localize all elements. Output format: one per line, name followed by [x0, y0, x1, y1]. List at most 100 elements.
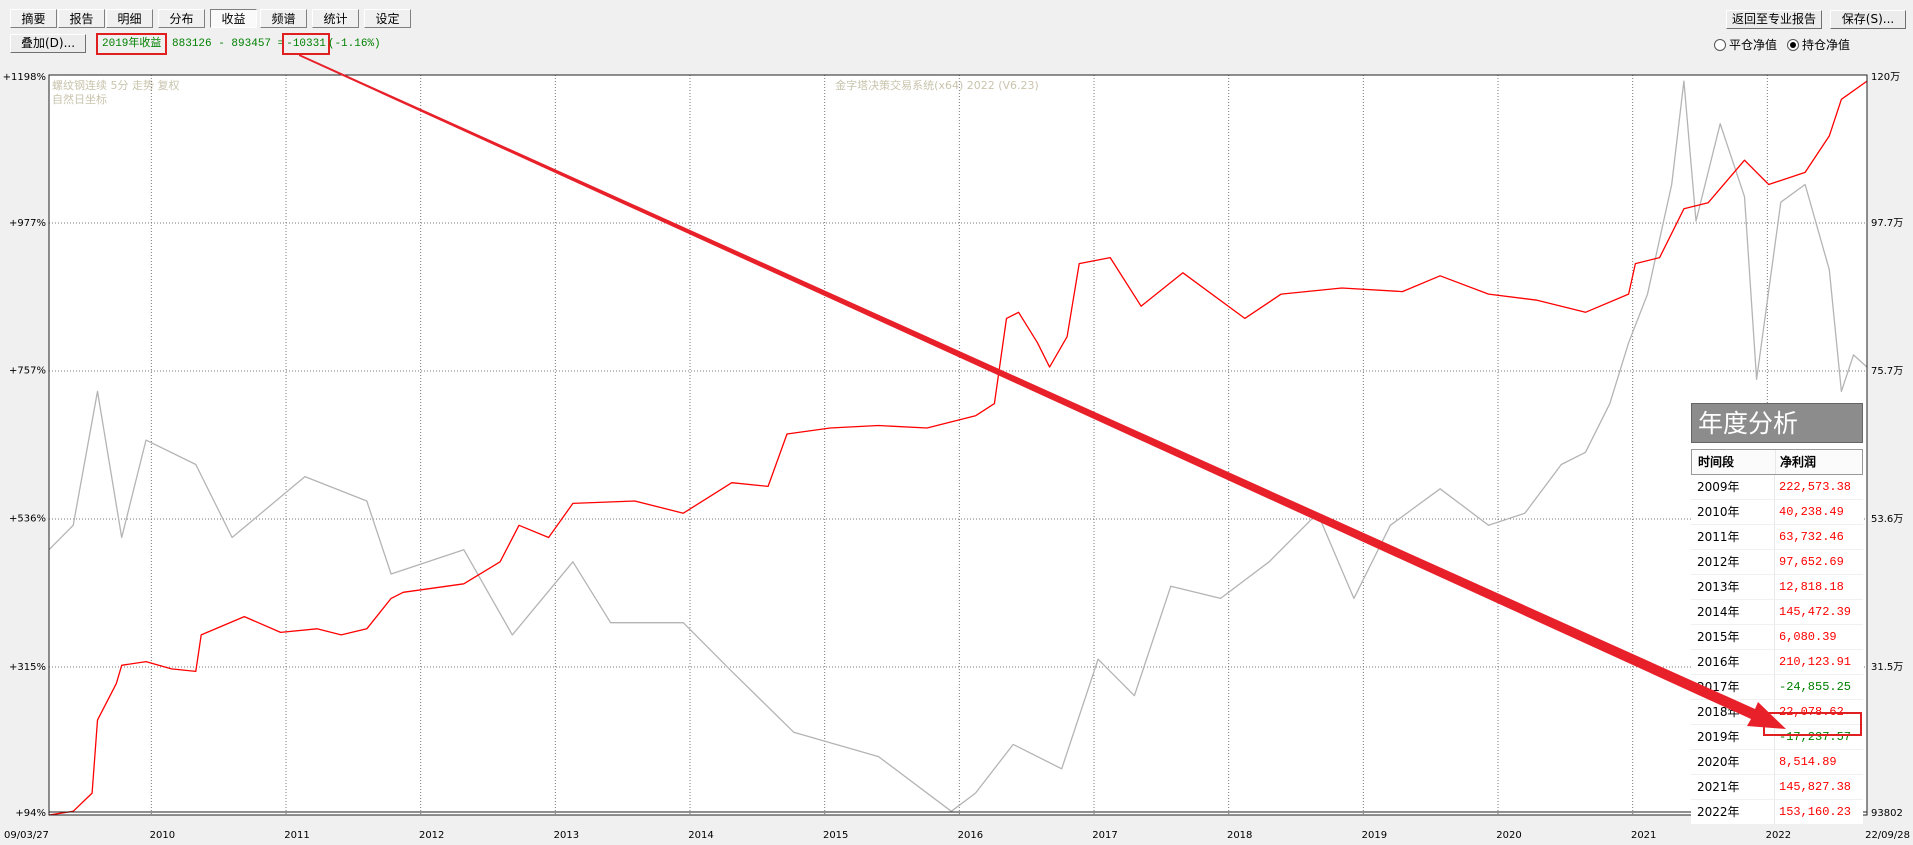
- table-row: 2016年 210,123.91: [1691, 650, 1863, 675]
- summary-pct: (-1.16%): [327, 38, 381, 50]
- table-row: 2013年 12,818.18: [1691, 575, 1863, 600]
- watermark: 螺纹钢连续 5分 走势 复权: [52, 78, 180, 92]
- table-title: 年度分析: [1691, 403, 1863, 443]
- tab[interactable]: 摘要: [10, 9, 57, 28]
- tab[interactable]: 分布: [158, 9, 205, 28]
- table-header: 时间段 净利润: [1691, 449, 1863, 475]
- table-cell: 2018年: [1691, 700, 1775, 724]
- table-cell: 2013年: [1691, 575, 1775, 599]
- table-cell: 2019年: [1691, 725, 1775, 749]
- table-cell: 2016年: [1691, 650, 1775, 674]
- header-cell: 净利润: [1780, 455, 1817, 469]
- table-cell: 40,238.49: [1779, 505, 1844, 519]
- table-cell: 222,573.38: [1779, 480, 1852, 494]
- overlay-button[interactable]: 叠加(D)...: [10, 34, 86, 53]
- y2-tick-label: +94%: [15, 808, 46, 819]
- watermark: 自然日坐标: [52, 92, 107, 106]
- annual-table: 年度分析 时间段 净利润 2009年 222,573.38 2010年 40,238.…: [1691, 403, 1863, 825]
- tab[interactable]: 频谱: [260, 9, 307, 28]
- y2-tick-label: +977%: [9, 218, 46, 229]
- x-tick-label: 2013: [554, 830, 579, 841]
- x-tick-label: 2021: [1631, 830, 1656, 841]
- tab[interactable]: 统计: [312, 9, 359, 28]
- table-cell: 145,472.39: [1779, 605, 1852, 619]
- table-row: 2017年 -24,855.25: [1691, 675, 1863, 700]
- table-cell: 2020年: [1691, 750, 1775, 774]
- table-row: 2014年 145,472.39: [1691, 600, 1863, 625]
- table-cell: 145,827.38: [1779, 780, 1852, 794]
- y2-tick-label: +757%: [9, 366, 46, 377]
- table-cell: 2022年: [1691, 800, 1775, 824]
- x-tick-label: 2022: [1766, 830, 1791, 841]
- tab[interactable]: 设定: [364, 9, 411, 28]
- radio-label: 平仓净值: [1729, 38, 1778, 52]
- table-row: 2010年 40,238.49: [1691, 500, 1863, 525]
- radio-option[interactable]: 持仓净值: [1787, 36, 1850, 53]
- table-row: 2022年 153,160.23: [1691, 800, 1863, 825]
- table-row: 2020年 8,514.89: [1691, 750, 1863, 775]
- radio-label: 持仓净值: [1802, 38, 1851, 52]
- table-cell: 2012年: [1691, 550, 1775, 574]
- tab[interactable]: 明细: [106, 9, 153, 28]
- table-cell: 8,514.89: [1779, 755, 1837, 769]
- x-tick-label: 09/03/27: [4, 830, 49, 841]
- x-tick-label: 2020: [1496, 830, 1521, 841]
- summary-label: 2019年收益: [95, 33, 168, 55]
- y2-tick-label: +536%: [9, 514, 46, 525]
- x-tick-label: 2018: [1227, 830, 1252, 841]
- x-tick-label: 22/09/28: [1865, 830, 1910, 841]
- report-button[interactable]: 返回至专业报告: [1726, 10, 1822, 29]
- table-cell: 153,160.23: [1779, 805, 1852, 819]
- plot-area: [49, 75, 1867, 815]
- table-row: 2019年 -17,237.57: [1691, 725, 1863, 750]
- table-cell: 2015年: [1691, 625, 1775, 649]
- table-row: 2015年 6,080.39: [1691, 625, 1863, 650]
- x-tick-label: 2015: [823, 830, 848, 841]
- table-cell: -17,237.57: [1779, 730, 1852, 744]
- y-tick-label: 97.7万: [1871, 218, 1903, 229]
- table-cell: 12,818.18: [1779, 580, 1844, 594]
- table-cell: 2014年: [1691, 600, 1775, 624]
- x-tick-label: 2016: [958, 830, 983, 841]
- table-row: 2018年 22,078.62: [1691, 700, 1863, 725]
- table-cell: 22,078.62: [1779, 705, 1844, 719]
- x-tick-label: 2019: [1362, 830, 1387, 841]
- x-tick-label: 2014: [688, 830, 713, 841]
- y2-tick-label: +1198%: [3, 72, 46, 83]
- tab[interactable]: 报告: [58, 9, 105, 28]
- y-tick-label: 93802: [1871, 808, 1903, 819]
- table-row: 2021年 145,827.38: [1691, 775, 1863, 800]
- watermark: 金字塔决策交易系统(x64) 2022 (V6.23): [835, 78, 1039, 92]
- x-tick-label: 2012: [419, 830, 444, 841]
- y-tick-label: 75.7万: [1871, 366, 1903, 377]
- table-cell: 2010年: [1691, 500, 1775, 524]
- table-row: 2009年 222,573.38: [1691, 475, 1863, 500]
- table-cell: 2011年: [1691, 525, 1775, 549]
- y2-tick-label: +315%: [9, 662, 46, 673]
- y-tick-label: 53.6万: [1871, 514, 1903, 525]
- header-cell: 时间段: [1692, 450, 1776, 474]
- table-cell: 97,652.69: [1779, 555, 1844, 569]
- table-cell: 210,123.91: [1779, 655, 1852, 669]
- table-cell: -24,855.25: [1779, 680, 1852, 694]
- table-cell: 6,080.39: [1779, 630, 1837, 644]
- table-row: 2012年 97,652.69: [1691, 550, 1863, 575]
- x-tick-label: 2010: [150, 830, 175, 841]
- table-cell: 2021年: [1691, 775, 1775, 799]
- table-cell: 63,732.46: [1779, 530, 1844, 544]
- table-body: 2009年 222,573.38 2010年 40,238.49 2011年 63,732…: [1691, 475, 1863, 825]
- summary: 2019年收益 883126 - 893457 = -10331 (-1.16%): [95, 33, 381, 55]
- save-button[interactable]: 保存(S)...: [1830, 10, 1906, 29]
- summary-diff: -10331: [282, 33, 330, 55]
- table-cell: 2009年: [1691, 475, 1775, 499]
- y-tick-label: 31.5万: [1871, 662, 1903, 673]
- x-tick-label: 2017: [1092, 830, 1117, 841]
- x-tick-label: 2011: [284, 830, 309, 841]
- table-row: 2011年 63,732.46: [1691, 525, 1863, 550]
- y-tick-label: 120万: [1871, 72, 1900, 83]
- summary-formula: 883126 - 893457 =: [172, 38, 285, 50]
- table-cell: 2017年: [1691, 675, 1775, 699]
- radio-option[interactable]: 平仓净值: [1714, 36, 1777, 53]
- tab[interactable]: 收益: [210, 9, 257, 28]
